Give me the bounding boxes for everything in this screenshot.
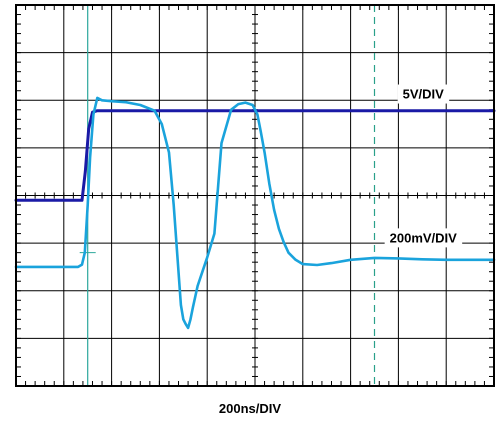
- series-line-ch1: [14, 109, 496, 202]
- label-ch2-scale: 200mV/DIV: [390, 230, 458, 245]
- plot-frame: [15, 4, 495, 387]
- x-axis-label: 200ns/DIV: [218, 401, 282, 416]
- oscilloscope-plot: 5V/DIV 200mV/DIV: [14, 4, 496, 387]
- label-ch1-scale-background: [397, 84, 450, 104]
- series-line-ch2: [14, 96, 496, 330]
- label-ch2-scale-background: [384, 228, 463, 248]
- label-ch1-scale: 5V/DIV: [403, 87, 445, 102]
